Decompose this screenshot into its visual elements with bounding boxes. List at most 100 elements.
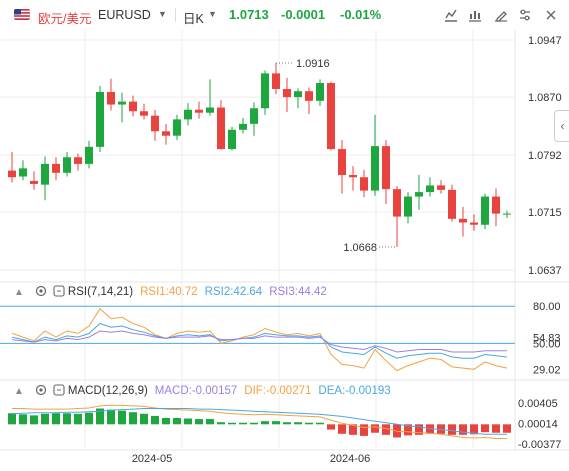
- candle-body: [382, 146, 390, 190]
- macd-histogram-bar: [283, 422, 291, 425]
- macd-histogram-bar: [349, 424, 357, 435]
- macd-tick-label: 0.00014: [518, 419, 558, 431]
- candle-body: [360, 177, 368, 191]
- candle-body: [184, 109, 192, 120]
- collapse-icon[interactable]: ▲: [14, 286, 24, 298]
- period-dropdown-icon[interactable]: ▼: [208, 9, 217, 19]
- rsi-menu-icon[interactable]: [53, 284, 65, 300]
- macd-histogram-bar: [382, 424, 390, 435]
- candle-body: [305, 91, 313, 101]
- rsi3-label: RSI3:44.42: [269, 286, 327, 298]
- draw-icon[interactable]: [492, 6, 510, 24]
- macd-histogram-bar: [360, 424, 368, 436]
- macd-histogram-bar: [316, 422, 324, 425]
- candle-body: [481, 196, 489, 225]
- candle-body: [371, 146, 379, 191]
- macd-histogram-bar: [74, 413, 82, 425]
- macd-histogram-bar: [30, 415, 38, 425]
- rsi-line-3: [11, 330, 507, 353]
- macd-histogram-bar: [8, 413, 16, 425]
- macd-histogram-bar: [294, 422, 302, 425]
- candle-body: [96, 91, 104, 147]
- macd-histogram-bar: [217, 422, 225, 425]
- macd-params: MACD(12,26,9): [67, 385, 148, 397]
- macd-histogram-bar: [250, 422, 258, 425]
- macd-histogram-bar: [41, 413, 49, 425]
- candle-body: [338, 149, 346, 176]
- price-change: -0.0001: [281, 7, 326, 22]
- macd-histogram-bar: [470, 424, 478, 435]
- candle-body: [195, 109, 203, 113]
- macd-histogram-bar: [503, 424, 511, 433]
- macd-histogram-bar: [338, 424, 346, 434]
- symbol-dropdown-icon[interactable]: ▼: [158, 9, 167, 19]
- candle-body: [437, 185, 445, 190]
- candle-body: [41, 163, 49, 185]
- price-tick-label: 1.0792: [528, 150, 562, 162]
- macd-histogram-bar: [426, 424, 434, 434]
- period-selector[interactable]: 日K: [183, 12, 204, 26]
- macd-settings-icon[interactable]: [35, 384, 47, 399]
- candle-body: [217, 107, 225, 150]
- macd-histogram-bar: [404, 424, 412, 436]
- macd-histogram-bar: [261, 421, 269, 425]
- high-annotation: 1.0916: [296, 58, 330, 70]
- us-flag-icon: [14, 9, 30, 20]
- candle-body: [151, 115, 159, 132]
- settings-icon[interactable]: [516, 6, 534, 24]
- macd-histogram-bar: [448, 424, 456, 435]
- macd-histogram-bar: [173, 418, 181, 425]
- candle-body: [250, 108, 258, 124]
- macd-histogram-bar: [492, 424, 500, 433]
- price-tick-label: 1.0870: [528, 92, 562, 104]
- macd-histogram-bar: [162, 418, 170, 425]
- macd-histogram-bar: [459, 424, 467, 435]
- dea-label: DEA:-0.00193: [318, 385, 391, 397]
- candle-body: [503, 213, 511, 215]
- macd-histogram-bar: [85, 412, 93, 425]
- price-tick-label: 1.0637: [528, 265, 562, 277]
- macd-histogram-bar: [481, 424, 489, 433]
- candle-body: [393, 189, 401, 217]
- macd-header: ▲ MACD(12,26,9) MACD:-0.00157 DIF:-0.002…: [0, 382, 391, 400]
- rsi-tick-label: 50.00: [533, 338, 561, 350]
- candle-body: [162, 131, 170, 136]
- candle-body: [30, 180, 38, 184]
- indicator-icon[interactable]: [442, 6, 460, 24]
- candle-body: [492, 196, 500, 214]
- candle-body: [118, 101, 126, 105]
- rsi-tick-label: 80.00: [533, 301, 561, 313]
- candle-body: [206, 107, 214, 113]
- chart-type-icon[interactable]: [466, 6, 484, 24]
- candle-body: [140, 111, 148, 116]
- macd-histogram-bar: [151, 415, 159, 425]
- close-icon[interactable]: [542, 6, 560, 24]
- candle-body: [239, 123, 247, 130]
- macd-histogram-bar: [371, 424, 379, 433]
- low-annotation: 1.0668: [343, 242, 377, 254]
- candle-body: [316, 83, 324, 101]
- rsi-line-2: [11, 322, 508, 359]
- candle-body: [294, 91, 302, 98]
- macd-histogram-bar: [19, 414, 27, 425]
- candle-body: [283, 88, 291, 98]
- candle-body: [74, 157, 82, 164]
- macd-histogram-bar: [118, 410, 126, 425]
- last-price: 1.0713: [229, 7, 269, 22]
- collapse-icon[interactable]: ▲: [14, 385, 24, 397]
- macd-histogram-bar: [184, 418, 192, 425]
- price-change-percent: -0.01%: [340, 7, 382, 22]
- rsi-header: ▲ RSI(7,14,21) RSI1:40.72 RSI2:42.64 RSI…: [0, 283, 327, 301]
- macd-menu-icon[interactable]: [53, 383, 65, 399]
- rsi-line-1: [11, 307, 508, 372]
- candle-body: [470, 222, 478, 225]
- expand-arrow-icon[interactable]: ‹: [554, 110, 569, 142]
- symbol-code[interactable]: EURUSD: [98, 8, 151, 22]
- symbol-name[interactable]: 欧元/美元: [38, 12, 92, 26]
- macd-histogram-bar: [415, 424, 423, 435]
- candle-body: [63, 157, 71, 173]
- rsi-tick-label: 54.83: [533, 332, 561, 344]
- rsi-settings-icon[interactable]: [35, 285, 47, 300]
- dea-line: [11, 408, 507, 435]
